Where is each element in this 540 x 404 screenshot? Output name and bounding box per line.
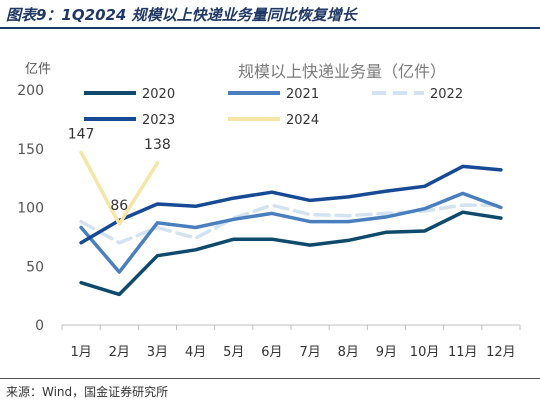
data-point-2021: [385, 216, 387, 218]
data-point-2021: [309, 220, 311, 222]
data-point-2020: [118, 293, 120, 295]
data-point-2023: [156, 203, 158, 205]
x-tick-label: 11月: [448, 345, 478, 360]
x-tick-label: 5月: [223, 345, 244, 360]
data-point-2020: [80, 282, 82, 284]
data-point-2023: [194, 205, 196, 207]
data-label: 147: [68, 126, 95, 142]
data-label: 138: [144, 137, 171, 153]
data-point-2022: [385, 212, 387, 214]
data-point-2022: [309, 213, 311, 215]
legend-label-2020: 2020: [142, 87, 175, 102]
series-line-2021: [79, 191, 503, 274]
data-point-2021: [194, 226, 196, 228]
series-line-2024: [79, 150, 160, 226]
x-tick-label: 6月: [261, 345, 282, 360]
figure-source: 来源：Wind，国金证券研究所: [6, 385, 169, 399]
title-divider: [0, 27, 540, 29]
figure-title: 图表9：1Q2024 规模以上快递业务量同比恢复增长: [6, 6, 357, 24]
series-line-2020: [79, 210, 503, 297]
y-tick-label: 50: [26, 259, 44, 275]
data-point-2022: [462, 204, 464, 206]
data-point-2021: [271, 212, 273, 214]
data-point-2023: [423, 185, 425, 187]
data-point-2023: [462, 165, 464, 167]
legend-label-2022: 2022: [430, 87, 463, 102]
legend-label-2024: 2024: [286, 113, 319, 128]
y-tick-label: 0: [35, 318, 44, 334]
data-point-2024: [156, 162, 158, 164]
data-point-2020: [309, 244, 311, 246]
x-tick-label: 10月: [410, 345, 440, 360]
x-tick-label: 7月: [299, 345, 320, 360]
x-tick-label: 4月: [185, 345, 206, 360]
data-point-2022: [118, 242, 120, 244]
y-axis-unit-label: 亿件: [25, 62, 51, 77]
data-point-2021: [156, 222, 158, 224]
data-point-2023: [271, 191, 273, 193]
data-point-2021: [462, 192, 464, 194]
data-point-2021: [500, 206, 502, 208]
data-point-2023: [233, 197, 235, 199]
data-point-2022: [194, 237, 196, 239]
series-line-2023: [79, 164, 503, 245]
y-tick-label: 200: [17, 83, 44, 99]
data-point-2023: [347, 196, 349, 198]
y-tick-label: 100: [17, 201, 44, 217]
y-tick-label: 150: [17, 142, 44, 158]
data-point-2020: [347, 239, 349, 241]
data-point-2020: [271, 238, 273, 240]
x-tick-label: 9月: [376, 345, 397, 360]
legend-label-2021: 2021: [286, 87, 319, 102]
data-point-2021: [233, 218, 235, 220]
data-point-2020: [500, 217, 502, 219]
data-point-2023: [500, 169, 502, 171]
data-point-2021: [118, 271, 120, 273]
data-point-2022: [80, 220, 82, 222]
data-label: 86: [110, 198, 128, 214]
data-point-2021: [347, 220, 349, 222]
data-point-2023: [80, 242, 82, 244]
data-point-2022: [271, 204, 273, 206]
x-tick-label: 3月: [147, 345, 168, 360]
data-point-2020: [385, 231, 387, 233]
data-point-2020: [233, 238, 235, 240]
x-tick-label: 1月: [70, 345, 91, 360]
legend-label-2023: 2023: [142, 113, 175, 128]
x-tick-label: 2月: [109, 345, 130, 360]
x-tick-label: 12月: [486, 345, 516, 360]
data-point-2024: [80, 151, 82, 153]
x-tick-label: 8月: [338, 345, 359, 360]
data-point-2020: [423, 230, 425, 232]
source-divider: [0, 378, 540, 379]
line-chart: 亿件 规模以上快递业务量（亿件） 0 50 100 150 200 1月 2月 3月 4月 5月 6月 7…: [17, 62, 521, 360]
data-point-2020: [462, 211, 464, 213]
data-point-2023: [309, 199, 311, 201]
chart-title: 规模以上快递业务量（亿件）: [238, 62, 446, 81]
data-point-2021: [80, 226, 82, 228]
data-point-2021: [423, 208, 425, 210]
data-point-2020: [194, 249, 196, 251]
data-point-2022: [347, 215, 349, 217]
data-point-2020: [156, 255, 158, 257]
data-point-2023: [385, 190, 387, 192]
data-point-2024: [118, 223, 120, 225]
